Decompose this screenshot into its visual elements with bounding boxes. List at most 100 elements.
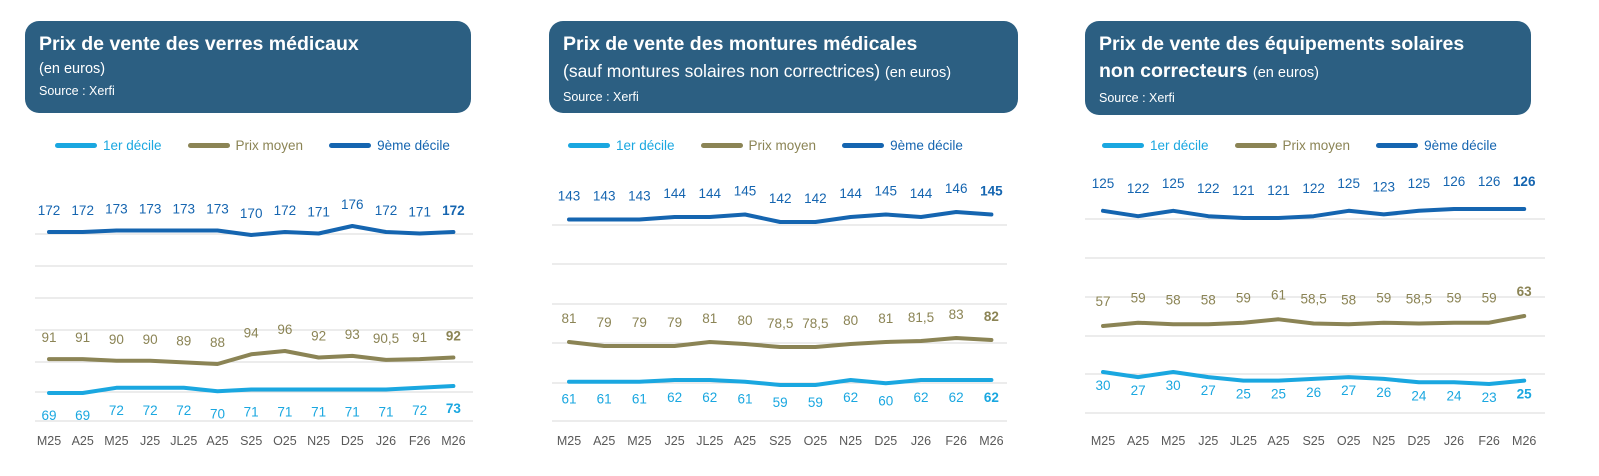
legend-label-d9: 9ème décile bbox=[377, 138, 450, 153]
x-tick-label: J26 bbox=[911, 434, 931, 448]
x-tick-label: A25 bbox=[734, 434, 756, 448]
chart-title-2: Prix de vente des montures médicales bbox=[563, 33, 918, 55]
data-label-mean: 59 bbox=[1236, 291, 1251, 306]
data-label-d1: 61 bbox=[737, 392, 752, 407]
x-tick-label: N25 bbox=[1372, 434, 1395, 448]
data-label-mean: 96 bbox=[277, 322, 292, 337]
data-label-d1: 70 bbox=[210, 406, 225, 421]
chart-unit-1: (en euros) bbox=[39, 61, 106, 77]
data-label-mean: 57 bbox=[1095, 294, 1110, 309]
data-label-d9: 144 bbox=[663, 186, 686, 201]
x-tick-label: M25 bbox=[557, 434, 581, 448]
data-label-mean: 78,5 bbox=[767, 316, 793, 331]
data-label-d9: 172 bbox=[71, 203, 94, 218]
data-label-d1: 71 bbox=[345, 405, 360, 420]
data-label-d9: 122 bbox=[1127, 181, 1150, 196]
data-label-mean: 81 bbox=[702, 311, 717, 326]
data-label-mean: 59 bbox=[1446, 291, 1461, 306]
data-label-d9: 143 bbox=[558, 189, 581, 204]
chart-subtitle-2-text: (sauf montures solaires non correctrices… bbox=[563, 61, 881, 81]
line-chart-1: 69 69 72 72 72 70 71 71 71 71 71 72 73 91 91 90 90 89 88 94… bbox=[35, 197, 473, 448]
data-label-d9: 144 bbox=[910, 186, 933, 201]
data-label-d1: 25 bbox=[1236, 387, 1251, 402]
data-label-d9: 125 bbox=[1092, 176, 1115, 191]
x-tick-label: A25 bbox=[72, 434, 94, 448]
data-label-d1: 71 bbox=[277, 405, 292, 420]
data-label-d9: 126 bbox=[1513, 174, 1536, 189]
data-label-d9: 171 bbox=[307, 205, 330, 220]
x-tick-label: JL25 bbox=[170, 434, 197, 448]
data-label-d9: 126 bbox=[1443, 174, 1466, 189]
data-label-d9: 145 bbox=[734, 184, 757, 199]
line-chart-3: 30 27 30 27 25 25 26 27 26 24 24 23 25 57 59 58 58 59 61 58… bbox=[1085, 174, 1545, 448]
x-tick-label: J26 bbox=[376, 434, 396, 448]
data-label-d9: 144 bbox=[839, 186, 862, 201]
legend-2: 1er décile Prix moyen 9ème décile bbox=[568, 138, 963, 153]
data-label-d9: 143 bbox=[628, 189, 651, 204]
chart-title-1: Prix de vente des verres médicaux bbox=[39, 33, 359, 55]
data-label-mean: 58 bbox=[1166, 292, 1181, 307]
data-label-d1: 26 bbox=[1376, 385, 1391, 400]
chart-unit-3: (en euros) bbox=[1252, 65, 1319, 81]
legend-1: 1er décile Prix moyen 9ème décile bbox=[55, 138, 450, 153]
data-label-d1: 69 bbox=[75, 408, 90, 423]
x-tick-label: A25 bbox=[593, 434, 615, 448]
data-label-d1: 72 bbox=[143, 403, 158, 418]
data-label-d1: 62 bbox=[913, 390, 928, 405]
data-label-d1: 26 bbox=[1306, 385, 1321, 400]
data-label-d1: 25 bbox=[1271, 387, 1286, 402]
data-label-d1: 71 bbox=[378, 405, 393, 420]
data-label-d1: 61 bbox=[561, 392, 576, 407]
data-label-mean: 91 bbox=[412, 330, 427, 345]
data-label-d1: 62 bbox=[702, 390, 717, 405]
data-label-d1: 27 bbox=[1341, 383, 1356, 398]
x-tick-label: F26 bbox=[1478, 434, 1500, 448]
data-label-d9: 123 bbox=[1373, 179, 1396, 194]
legend-3: 1er décile Prix moyen 9ème décile bbox=[1102, 138, 1497, 153]
data-label-d9: 125 bbox=[1337, 176, 1360, 191]
series-line-d9 bbox=[1101, 207, 1527, 220]
data-label-d1: 72 bbox=[412, 403, 427, 418]
data-label-d1: 27 bbox=[1131, 383, 1146, 398]
data-label-d1: 59 bbox=[808, 395, 823, 410]
x-tick-label: M25 bbox=[627, 434, 651, 448]
data-label-mean: 63 bbox=[1517, 284, 1533, 299]
data-label-mean: 79 bbox=[667, 315, 682, 330]
legend-swatch-d9 bbox=[329, 143, 372, 148]
data-label-mean: 90 bbox=[109, 332, 124, 347]
x-tick-label: O25 bbox=[1337, 434, 1361, 448]
series-line-mean bbox=[567, 336, 994, 349]
chart-panel-3: Prix de vente des équipements solaires n… bbox=[1060, 0, 1599, 476]
legend-swatch-mean bbox=[1234, 143, 1277, 148]
data-label-d9: 125 bbox=[1162, 176, 1185, 191]
legend-swatch-d1 bbox=[55, 143, 97, 148]
legend-item-mean: Prix moyen bbox=[1234, 138, 1350, 153]
data-label-d1: 73 bbox=[446, 401, 462, 416]
chart-header-3: Prix de vente des équipements solaires n… bbox=[1085, 21, 1531, 115]
data-label-d9: 173 bbox=[206, 202, 229, 217]
data-label-d9: 172 bbox=[38, 203, 61, 218]
data-label-d1: 59 bbox=[773, 395, 788, 410]
chart-subtitle-3-text: non correcteurs bbox=[1099, 60, 1248, 82]
legend-label-mean: Prix moyen bbox=[748, 138, 817, 153]
data-label-mean: 59 bbox=[1131, 291, 1146, 306]
series-line-d1 bbox=[567, 378, 994, 387]
legend-label-d1: 1er décile bbox=[616, 138, 675, 153]
x-tick-label: S25 bbox=[240, 434, 262, 448]
data-label-d9: 145 bbox=[875, 184, 898, 199]
data-label-mean: 58,5 bbox=[1300, 292, 1326, 307]
data-label-d1: 30 bbox=[1095, 378, 1110, 393]
chart-subtitle-3: non correcteurs (en euros) bbox=[1099, 58, 1517, 87]
data-label-mean: 89 bbox=[176, 333, 191, 348]
x-tick-label: M25 bbox=[1091, 434, 1115, 448]
x-tick-label: D25 bbox=[1407, 434, 1430, 448]
data-label-d1: 61 bbox=[632, 392, 647, 407]
data-label-mean: 58,5 bbox=[1406, 292, 1432, 307]
data-label-d1: 62 bbox=[843, 390, 858, 405]
data-label-d9: 126 bbox=[1478, 174, 1501, 189]
x-tick-label: JL25 bbox=[696, 434, 723, 448]
data-label-d1: 62 bbox=[667, 390, 682, 405]
data-label-mean: 79 bbox=[597, 315, 612, 330]
data-label-mean: 81 bbox=[878, 311, 893, 326]
data-label-d1: 69 bbox=[41, 408, 56, 423]
